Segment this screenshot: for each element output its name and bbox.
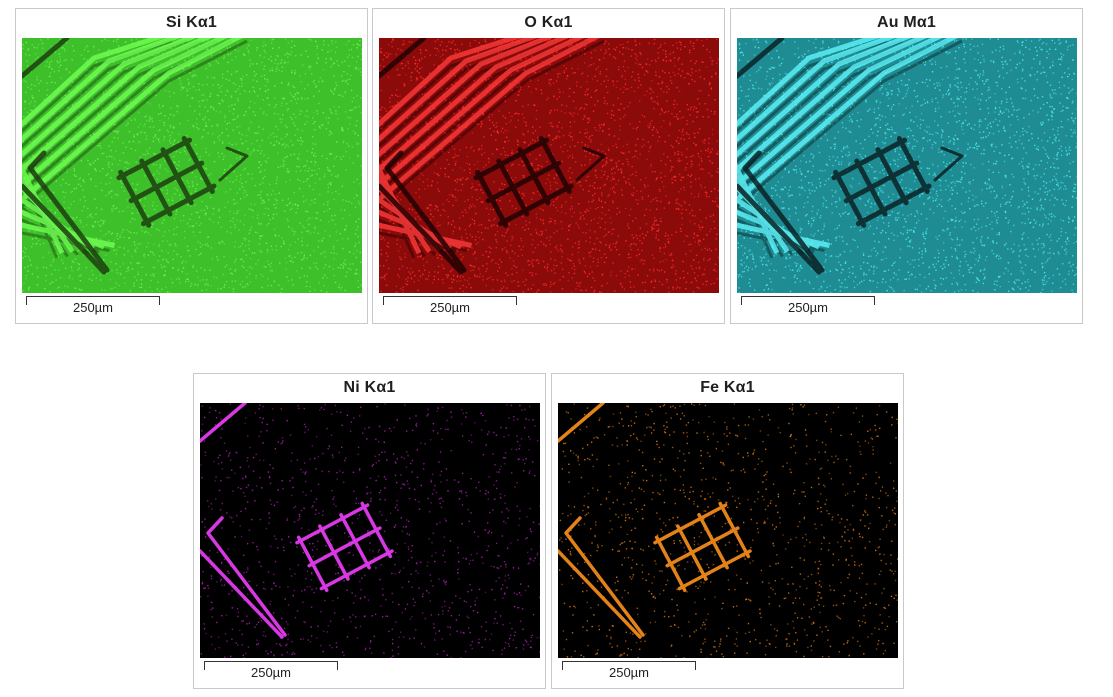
- au-map-panel: Au Mα1 250µm: [730, 8, 1083, 324]
- scale-label: 250µm: [72, 300, 113, 315]
- scale-bar: [383, 296, 517, 305]
- panel-title: Fe Kα1: [700, 379, 755, 396]
- panel-title: Ni Kα1: [343, 379, 396, 396]
- scale-bar: [741, 296, 875, 305]
- scale-bar: [26, 296, 160, 305]
- au-element-map: [737, 38, 1077, 293]
- ni-element-map: [200, 403, 540, 658]
- scale-label: 250µm: [608, 665, 649, 680]
- panel-title: Au Mα1: [876, 14, 937, 31]
- panel-title: Si Kα1: [165, 14, 218, 31]
- fe-map-panel: Fe Kα1 250µm: [551, 373, 904, 689]
- scale-bar: [562, 661, 696, 670]
- o-element-map: [379, 38, 719, 293]
- si-element-map: [22, 38, 362, 293]
- scale-bar: [204, 661, 338, 670]
- o-map-panel: O Kα1 250µm: [372, 8, 725, 324]
- si-map-panel: Si Kα1 250µm: [15, 8, 368, 324]
- scale-label: 250µm: [250, 665, 291, 680]
- scale-label: 250µm: [429, 300, 470, 315]
- fe-element-map: [558, 403, 898, 658]
- ni-map-panel: Ni Kα1 250µm: [193, 373, 546, 689]
- panel-title: O Kα1: [524, 14, 573, 31]
- scale-label: 250µm: [787, 300, 828, 315]
